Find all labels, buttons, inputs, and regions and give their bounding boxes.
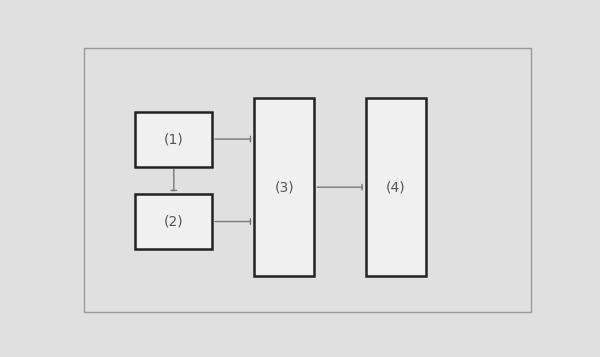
Text: (4): (4) [386, 180, 406, 194]
Bar [365, 98, 426, 276]
Bar [136, 111, 212, 166]
Text: (3): (3) [274, 180, 294, 194]
Bar [254, 98, 314, 276]
Text: (1): (1) [164, 132, 184, 146]
Text: (2): (2) [164, 215, 184, 228]
Bar [136, 194, 212, 249]
